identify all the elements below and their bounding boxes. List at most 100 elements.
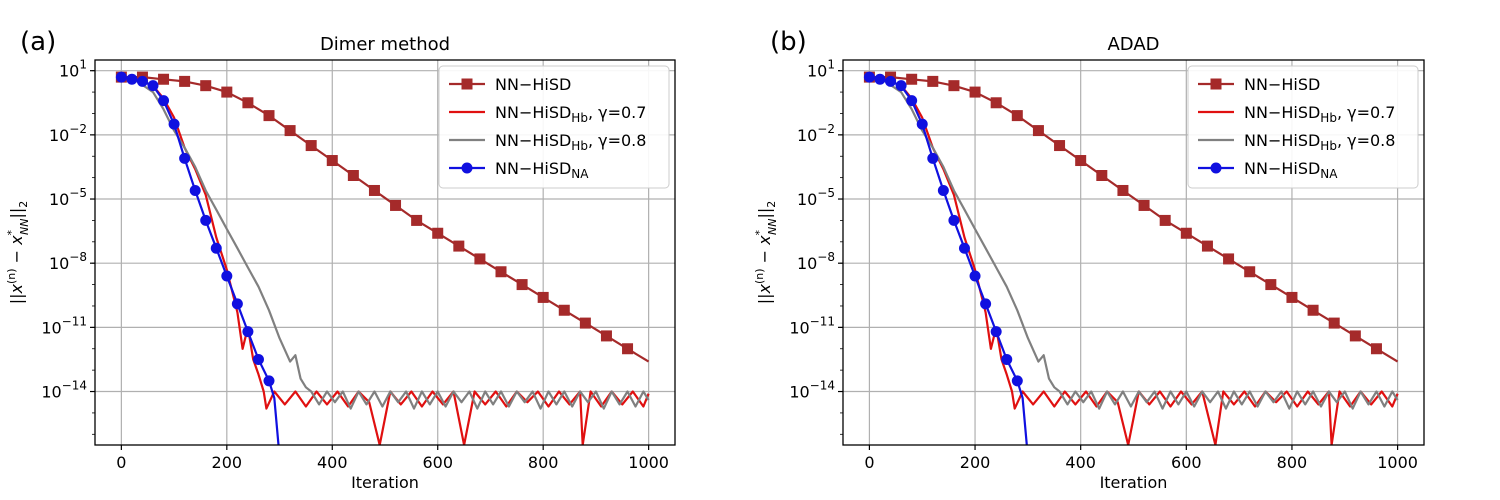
series-point-3 bbox=[189, 184, 201, 196]
legend-item-0: NN−HiSD bbox=[449, 75, 571, 94]
y-tick-label: 10−5 bbox=[49, 186, 87, 209]
series-point-3 bbox=[242, 326, 254, 338]
series-point-0 bbox=[1032, 125, 1044, 137]
series-point-3 bbox=[863, 71, 875, 83]
legend-item-3: NN−HiSDNA bbox=[449, 159, 589, 181]
x-tick-label: 0 bbox=[116, 453, 126, 472]
series-point-0 bbox=[537, 291, 549, 303]
y-tick-label: 10−2 bbox=[49, 122, 87, 145]
legend-item-1: NN−HiSDHb, γ=0.7 bbox=[449, 103, 646, 125]
x-tick-label: 600 bbox=[1171, 453, 1202, 472]
chart-panel-a: 0 200 400 600 800 1000 101 10−2 10−5 10−8 10−11 10−… bbox=[5, 27, 676, 492]
series-point-0 bbox=[390, 199, 402, 211]
series-point-3 bbox=[263, 375, 275, 387]
y-tick-label: 10−2 bbox=[797, 122, 835, 145]
legend-label: NN−HiSDNA bbox=[495, 159, 589, 181]
y-tick-label: 10−8 bbox=[797, 250, 835, 273]
series-point-0 bbox=[411, 214, 423, 226]
series-point-0 bbox=[221, 86, 233, 98]
plot-area bbox=[115, 71, 650, 445]
series-point-0 bbox=[432, 227, 444, 239]
y-tick-label: 10−5 bbox=[797, 186, 835, 209]
series-point-0 bbox=[305, 140, 317, 152]
series-point-0 bbox=[1223, 253, 1235, 265]
series-point-3 bbox=[948, 214, 960, 226]
y-tick-label: 10−11 bbox=[41, 314, 87, 337]
x-tick-label: 600 bbox=[422, 453, 453, 472]
series-point-3 bbox=[927, 152, 939, 164]
series-point-0 bbox=[558, 304, 570, 316]
series-point-0 bbox=[1180, 227, 1192, 239]
series-point-0 bbox=[1265, 279, 1277, 291]
series-point-0 bbox=[1011, 110, 1023, 122]
series-point-0 bbox=[1244, 266, 1256, 278]
series-point-0 bbox=[1307, 304, 1319, 316]
series-line-3 bbox=[869, 76, 1028, 445]
series-point-0 bbox=[1370, 343, 1382, 355]
series-point-0 bbox=[579, 317, 591, 329]
legend-marker bbox=[1210, 78, 1222, 90]
series-point-0 bbox=[495, 266, 507, 278]
legend-box bbox=[1187, 65, 1419, 189]
series-point-3 bbox=[937, 184, 949, 196]
series-point-3 bbox=[958, 242, 970, 254]
series-point-0 bbox=[326, 155, 338, 167]
x-tick-label: 0 bbox=[864, 453, 874, 472]
legend-marker bbox=[461, 78, 473, 90]
series-point-0 bbox=[622, 343, 634, 355]
series-point-3 bbox=[210, 242, 222, 254]
series-point-0 bbox=[200, 80, 212, 92]
series-point-3 bbox=[136, 75, 148, 87]
y-tick-label: 101 bbox=[59, 58, 87, 81]
series-line-1 bbox=[869, 76, 1399, 445]
series-point-0 bbox=[1117, 184, 1129, 196]
series-point-0 bbox=[284, 125, 296, 137]
series-point-0 bbox=[990, 97, 1002, 109]
legend-item-1: NN−HiSDHb, γ=0.7 bbox=[1198, 103, 1395, 125]
legend: NN−HiSD NN−HiSDHb, γ=0.7 NN−HiSDHb, γ=0.8 N… bbox=[438, 65, 670, 189]
series-point-3 bbox=[147, 80, 159, 92]
series-point-3 bbox=[916, 118, 928, 130]
series-point-3 bbox=[168, 118, 180, 130]
series-point-3 bbox=[158, 95, 170, 107]
x-tick-label: 200 bbox=[212, 453, 243, 472]
legend-box bbox=[438, 65, 670, 189]
series-point-0 bbox=[1349, 330, 1361, 342]
legend-item-3: NN−HiSDNA bbox=[1198, 159, 1338, 181]
legend-item-2: NN−HiSDHb, γ=0.8 bbox=[449, 131, 646, 153]
x-axis-label: Iteration bbox=[1100, 473, 1168, 492]
legend-item-2: NN−HiSDHb, γ=0.8 bbox=[1198, 131, 1395, 153]
legend-item-0: NN−HiSD bbox=[1198, 75, 1320, 94]
series-point-3 bbox=[980, 298, 992, 310]
legend-label: NN−HiSDHb, γ=0.7 bbox=[1244, 103, 1395, 125]
x-tick-label: 200 bbox=[960, 453, 991, 472]
series-point-0 bbox=[1096, 170, 1108, 181]
legend-label: NN−HiSDNA bbox=[1244, 159, 1338, 181]
chart-panel-b: 0 200 400 600 800 1000 101 10−2 10−5 10−8 10−11 10−… bbox=[753, 27, 1425, 492]
legend: NN−HiSD NN−HiSDHb, γ=0.7 NN−HiSDHb, γ=0.8 N… bbox=[1187, 65, 1419, 189]
legend-label: NN−HiSDHb, γ=0.7 bbox=[495, 103, 646, 125]
series-point-3 bbox=[115, 71, 127, 83]
series-point-3 bbox=[1011, 375, 1023, 387]
series-point-0 bbox=[1138, 199, 1150, 211]
x-axis-label: Iteration bbox=[351, 473, 419, 492]
legend-marker bbox=[461, 162, 473, 174]
legend-label: NN−HiSDHb, γ=0.8 bbox=[495, 131, 646, 153]
series-point-3 bbox=[906, 95, 918, 107]
series-point-3 bbox=[252, 353, 264, 365]
x-tick-label: 400 bbox=[1065, 453, 1096, 472]
series-point-3 bbox=[874, 73, 886, 85]
y-tick-label: 10−8 bbox=[49, 250, 87, 273]
series-point-0 bbox=[242, 97, 254, 109]
series-point-3 bbox=[885, 75, 897, 87]
legend-label: NN−HiSD bbox=[1244, 75, 1320, 94]
x-tick-label: 1000 bbox=[1377, 453, 1418, 472]
series-point-0 bbox=[1328, 317, 1340, 329]
series-point-0 bbox=[600, 330, 612, 342]
series-line-2 bbox=[121, 76, 650, 410]
series-point-0 bbox=[474, 253, 486, 265]
y-tick-label: 10−14 bbox=[789, 379, 835, 402]
series-point-0 bbox=[1075, 155, 1087, 167]
series-point-3 bbox=[895, 80, 907, 92]
y-axis-label: ||x(n) − x*NN||2 bbox=[5, 201, 31, 305]
